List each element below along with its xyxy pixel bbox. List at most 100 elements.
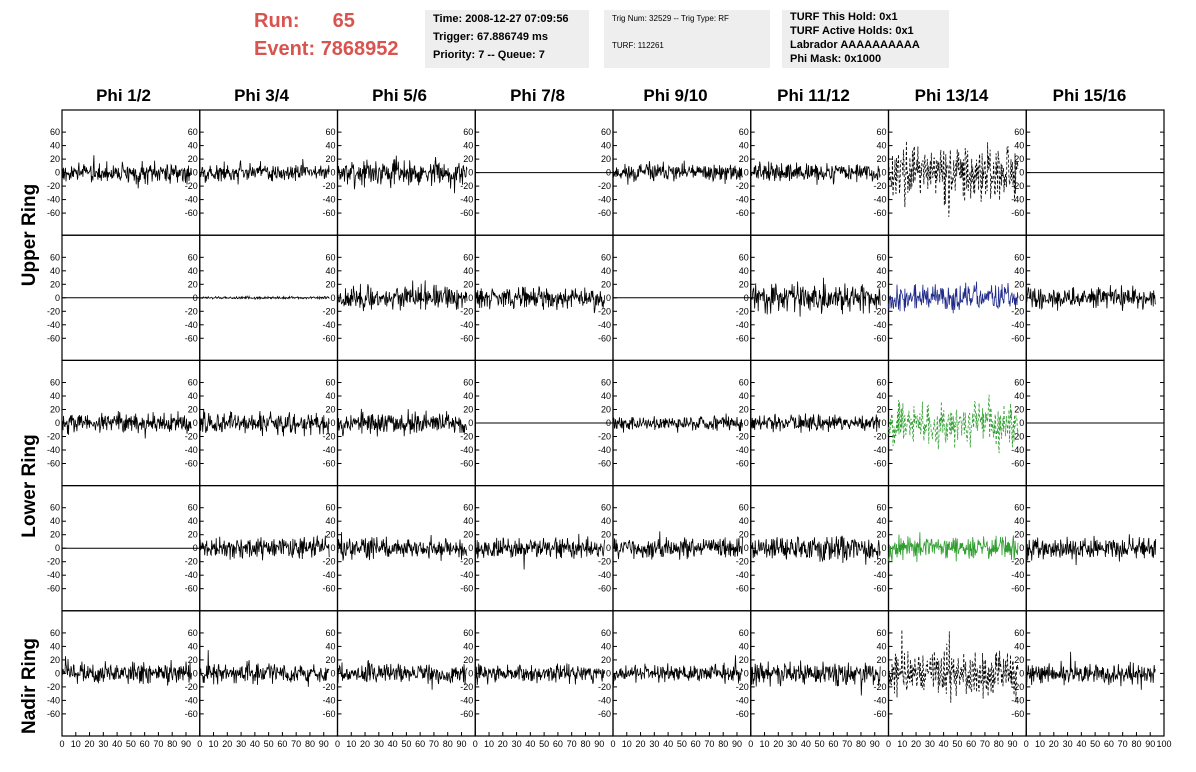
y-tick-label: -60 [47,709,60,719]
y-tick-label: 0 [193,168,198,178]
trigger-line: Trigger: 67.886749 ms [433,31,548,43]
labrador-line: Labrador AAAAAAAAAA [790,39,920,51]
y-tick-label: 40 [188,141,198,151]
y-tick-label: -40 [598,195,611,205]
y-tick-label: 0 [744,418,749,428]
y-tick-label: -60 [460,458,473,468]
waveform-trace [612,531,743,560]
y-tick-label: -20 [460,181,473,191]
y-tick-label: 40 [325,516,335,526]
x-tick-label: 0 [1024,739,1029,749]
waveform-trace [337,408,468,437]
y-tick-label: -20 [736,431,749,441]
waveform-trace [474,663,606,686]
y-tick-label: -40 [47,320,60,330]
event-label: Event: [254,38,316,60]
y-tick-label: 60 [601,252,611,262]
y-tick-label: 40 [325,641,335,651]
y-tick-label: -60 [736,584,749,594]
y-tick-label: 20 [1014,655,1024,665]
waveform-trace [199,158,330,185]
y-tick-label: -20 [1011,181,1024,191]
y-tick-label: 40 [1014,516,1024,526]
y-tick-label: 60 [50,252,60,262]
y-tick-label: 0 [193,668,198,678]
y-tick-label: -60 [322,709,335,719]
x-tick-label: 50 [815,739,825,749]
y-tick-label: -40 [873,320,886,330]
y-tick-label: 40 [1014,141,1024,151]
y-tick-label: 60 [188,503,198,513]
x-tick-label: 20 [498,739,508,749]
y-tick-label: -40 [185,570,198,580]
y-tick-label: -20 [322,181,335,191]
y-tick-label: -20 [322,557,335,567]
y-tick-label: 20 [739,405,749,415]
y-tick-label: -40 [873,570,886,580]
x-tick-label: 0 [197,739,202,749]
x-tick-label: 90 [594,739,604,749]
y-tick-label: 40 [463,141,473,151]
y-tick-label: 40 [50,641,60,651]
y-tick-label: -20 [598,682,611,692]
y-tick-label: 20 [50,279,60,289]
y-tick-label: -60 [185,584,198,594]
x-tick-label: 90 [456,739,466,749]
y-tick-label: 0 [881,168,886,178]
y-tick-label: 60 [188,127,198,137]
y-tick-label: -60 [322,458,335,468]
y-tick-label: 20 [50,154,60,164]
x-tick-label: 80 [580,739,590,749]
y-tick-label: 0 [468,418,473,428]
y-tick-label: 40 [739,266,749,276]
y-tick-label: -60 [873,458,886,468]
x-tick-label: 40 [388,739,398,749]
y-tick-label: 20 [1014,530,1024,540]
y-tick-label: -20 [1011,306,1024,316]
x-tick-label: 60 [691,739,701,749]
x-tick-label: 0 [335,739,340,749]
y-tick-label: -20 [1011,682,1024,692]
y-tick-label: 60 [601,503,611,513]
waveform-trace [199,650,330,687]
y-tick-label: -40 [185,195,198,205]
x-tick-label: 40 [663,739,673,749]
turf-info-box: TURF This Hold: 0x1 TURF Active Holds: 0… [782,10,949,68]
waveform-trace [1025,651,1156,690]
x-tick-label: 80 [443,739,453,749]
waveform-trace [199,535,330,561]
y-tick-label: 20 [188,154,198,164]
y-tick-label: -20 [873,306,886,316]
y-tick-label: -40 [873,195,886,205]
y-tick-label: 20 [739,655,749,665]
x-tick-label: 40 [525,739,535,749]
y-tick-label: -20 [185,181,198,191]
x-tick-label: 40 [250,739,260,749]
y-tick-label: 0 [468,168,473,178]
column-header-phi-7-8: Phi 7/8 [510,86,565,105]
x-tick-label: 20 [85,739,95,749]
x-tick-label: 10 [209,739,219,749]
y-tick-label: 60 [1014,127,1024,137]
y-tick-label: 40 [1014,391,1024,401]
x-tick-label: 60 [1104,739,1114,749]
y-tick-label: -40 [47,195,60,205]
y-tick-label: 20 [876,405,886,415]
panel-frame [199,109,339,236]
x-tick-label: 40 [939,739,949,749]
x-tick-label: 30 [236,739,246,749]
y-tick-label: 0 [881,543,886,553]
y-tick-label: -40 [322,445,335,455]
y-tick-label: 40 [601,516,611,526]
y-tick-label: -60 [460,208,473,218]
y-tick-label: 20 [601,405,611,415]
y-tick-label: 0 [468,668,473,678]
y-tick-label: 20 [463,279,473,289]
event-value: 7868952 [320,38,399,60]
y-tick-label: 40 [463,516,473,526]
x-tick-label: 20 [1049,739,1059,749]
y-tick-label: -60 [736,333,749,343]
y-tick-label: -20 [460,306,473,316]
column-header-phi-1-2: Phi 1/2 [96,86,151,105]
y-tick-label: -60 [598,458,611,468]
